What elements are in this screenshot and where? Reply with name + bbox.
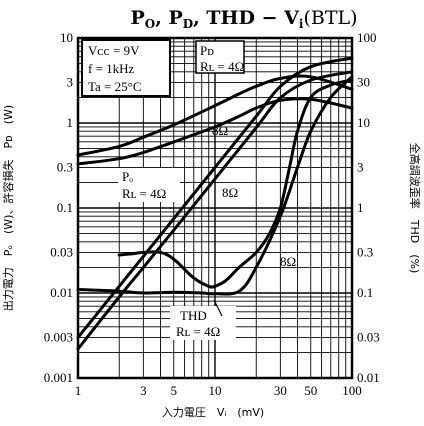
x-tick-label: 30 xyxy=(274,383,287,398)
x-tick-label: 10 xyxy=(209,383,222,398)
x-tick-labels: 1 3 5 10 30 50 100 xyxy=(75,383,362,398)
y-left-tick-label: 1 xyxy=(67,115,74,130)
x-tick-label: 5 xyxy=(171,383,178,398)
y-right-tick-label: 0.03 xyxy=(357,329,380,344)
x-tick-label: 3 xyxy=(140,383,147,398)
chart-title: PO, PD, THD − Vi(BTL) xyxy=(130,7,357,31)
y-right-tick-labels: 0.01 0.03 0.1 0.3 1 3 10 30 100 xyxy=(357,30,380,385)
y-right-tick-label: 10 xyxy=(357,115,370,130)
y-left-tick-label: 0.01 xyxy=(50,285,73,300)
y-left-tick-label: 0.001 xyxy=(44,370,73,385)
condition-ta: Ta = 25°C xyxy=(88,79,142,94)
x-tick-label: 100 xyxy=(342,383,362,398)
grid xyxy=(78,38,352,378)
y-left-tick-label: 0.1 xyxy=(57,200,73,215)
y-left-tick-label: 0.003 xyxy=(44,329,73,344)
x-axis-label: 入力電圧 Vᵢ (mV) xyxy=(162,406,264,419)
plot-frame xyxy=(76,36,354,380)
y-left-tick-label: 0.3 xyxy=(57,159,73,174)
y-left-tick-label: 3 xyxy=(67,74,74,89)
annotation-po-8: 8Ω xyxy=(222,185,238,200)
annotation-po-rl: Rʟ = 4Ω xyxy=(122,186,166,201)
series-line-2 xyxy=(76,74,354,157)
series-line-5 xyxy=(117,78,354,289)
annotations: Pᴅ Rʟ = 4Ω 8Ω Pₒ Rʟ = 4Ω 8Ω THD Rʟ = 4Ω … xyxy=(118,40,296,340)
conditions-box: Vᴄᴄ = 9V f = 1kHz Ta = 25°C xyxy=(81,39,171,97)
annotation-pd: Pᴅ xyxy=(200,43,214,58)
y-right-tick-label: 30 xyxy=(357,74,370,89)
y-left-tick-label: 10 xyxy=(60,30,73,45)
y-right-tick-label: 1 xyxy=(357,200,364,215)
series-line-3 xyxy=(76,97,354,166)
annotation-po: Pₒ xyxy=(122,169,133,184)
condition-vcc: Vᴄᴄ = 9V xyxy=(88,43,140,58)
series-line-4 xyxy=(76,75,354,296)
annotation-thd: THD xyxy=(180,308,207,323)
series-line-0 xyxy=(76,56,354,339)
annotation-thd-8: 8Ω xyxy=(280,254,296,269)
y-right-axis-label: 全高調波歪率 THD (%) xyxy=(408,143,422,274)
y-left-axis-label: 出力電力 Pₒ (W)、許容損失 Pᴅ (W) xyxy=(1,105,15,311)
series-group xyxy=(76,56,354,351)
y-right-tick-label: 100 xyxy=(357,30,377,45)
condition-freq: f = 1kHz xyxy=(88,61,135,76)
y-right-tick-label: 3 xyxy=(357,159,364,174)
y-right-tick-label: 0.1 xyxy=(357,285,373,300)
annotation-pd-8: 8Ω xyxy=(212,123,228,138)
annotation-thd-rl: Rʟ = 4Ω xyxy=(176,324,220,339)
series-line-1 xyxy=(76,70,354,351)
y-left-tick-labels: 0.001 0.003 0.01 0.03 0.1 0.3 1 3 10 xyxy=(44,30,73,385)
annotation-pd-rl: Rʟ = 4Ω xyxy=(200,59,244,74)
y-right-tick-label: 0.01 xyxy=(357,370,380,385)
y-right-tick-label: 0.3 xyxy=(357,244,373,259)
x-tick-label: 1 xyxy=(75,383,82,398)
y-left-tick-label: 0.03 xyxy=(50,244,73,259)
x-tick-label: 50 xyxy=(304,383,317,398)
